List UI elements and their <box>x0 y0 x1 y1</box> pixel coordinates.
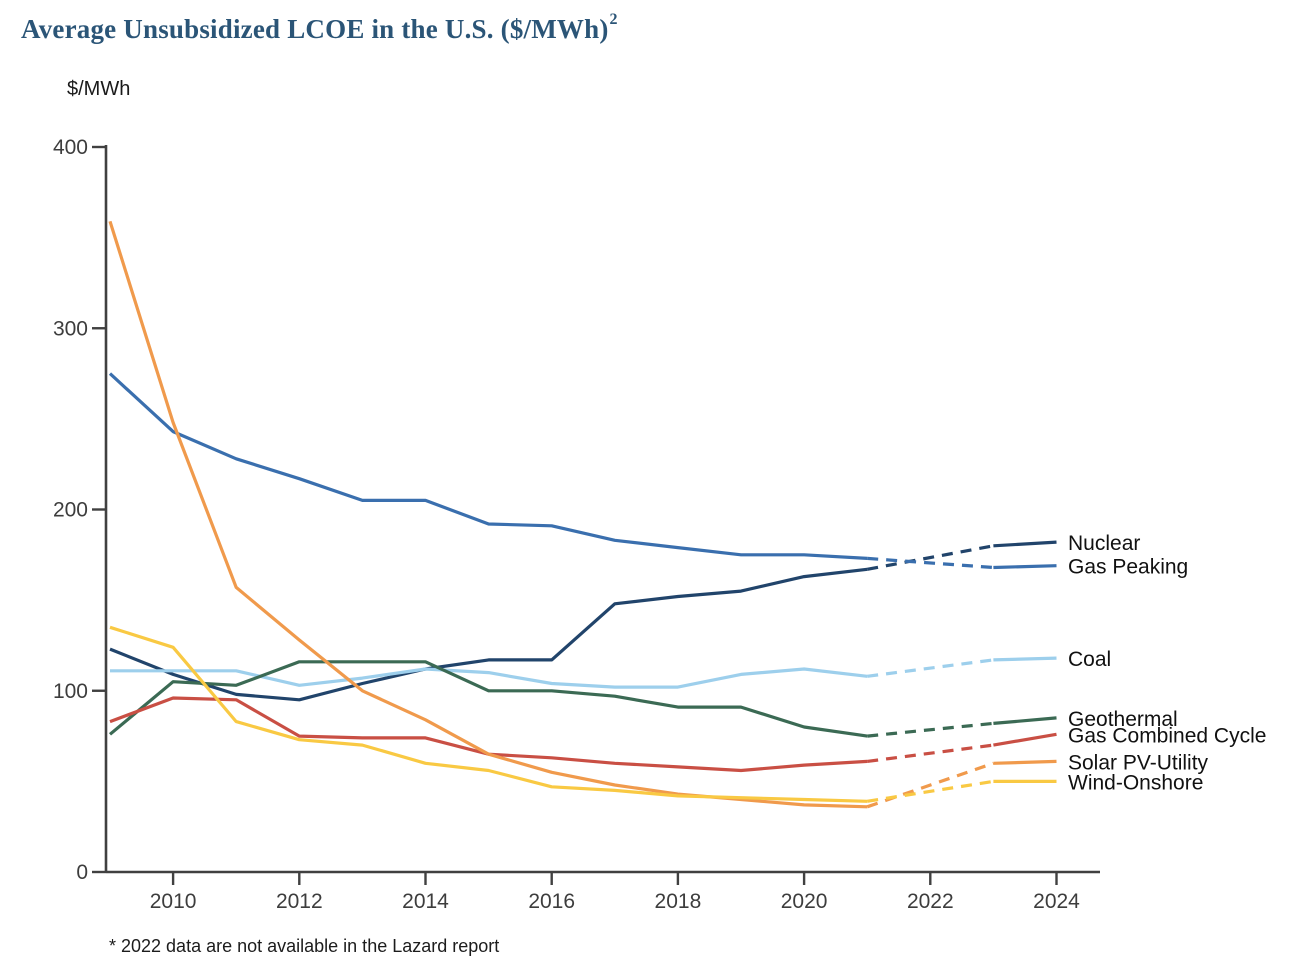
y-tick-label: 200 <box>53 499 88 522</box>
series-segment-dashed <box>866 779 994 803</box>
series-line-wind-onshore <box>109 625 1057 803</box>
series-line-gas-peaking <box>108 372 1057 570</box>
x-tick-label: 2022 <box>907 890 954 913</box>
series-segment-dashed <box>866 658 994 678</box>
legend-label-nuclear: Nuclear <box>1068 532 1140 555</box>
legend-label-wind-onshore: Wind-Onshore <box>1068 771 1203 794</box>
series-segment-solid <box>108 220 868 809</box>
page-title: Average Unsubsidized LCOE in the U.S. ($… <box>21 11 618 45</box>
series-segment-solid <box>993 540 1057 548</box>
series-segment-dashed <box>866 544 994 571</box>
y-tick-label: 300 <box>53 317 88 340</box>
series-segment-dashed <box>866 761 994 809</box>
series-segment-solid <box>109 625 868 803</box>
y-tick-label: 400 <box>53 136 88 159</box>
series-segment-dashed <box>867 556 994 570</box>
legend-label-coal: Coal <box>1068 648 1111 671</box>
x-tick-label: 2014 <box>402 890 449 913</box>
series-line-coal <box>110 656 1057 689</box>
y-tick-label: 100 <box>53 680 88 703</box>
series-line-gas-combined-cycle <box>109 696 1057 773</box>
x-tick-label: 2016 <box>528 890 575 913</box>
series-segment-solid <box>109 567 868 702</box>
x-tick-label: 2020 <box>781 890 828 913</box>
legend-label-gas-peaking: Gas Peaking <box>1068 556 1188 579</box>
page-title-text: Average Unsubsidized LCOE in the U.S. ($… <box>21 14 609 44</box>
series-segment-solid <box>993 716 1057 725</box>
legend-label-geothermal: Geothermal <box>1068 708 1178 731</box>
series-segment-solid <box>993 564 1057 570</box>
legend-label-gas-combined-cycle: Gas Combined Cycle <box>1068 724 1266 747</box>
series-line-geothermal <box>108 660 1057 738</box>
x-tick-label: 2024 <box>1033 890 1080 913</box>
series-segment-solid <box>993 732 1057 747</box>
x-tick-label: 2012 <box>276 890 323 913</box>
series-segment-solid <box>993 656 1057 662</box>
legend-label-solar-pv-utility: Solar PV-Utility <box>1068 751 1209 774</box>
series-line-nuclear <box>109 540 1057 702</box>
series-segment-solid <box>110 667 868 689</box>
lcoe-line-chart: 0 100 200 300 400 2010 2012 2014 2016 2018 2020 202… <box>53 136 1266 913</box>
y-tick-label: 0 <box>76 861 88 884</box>
series-segment-solid <box>108 660 868 738</box>
x-tick-label: 2010 <box>150 890 197 913</box>
y-axis-unit-label: $/MWh <box>67 78 131 100</box>
series-segment-solid <box>108 372 868 560</box>
series-segment-dashed <box>867 721 994 738</box>
title-superscript: 2 <box>609 11 618 28</box>
series-segment-solid <box>993 759 1057 765</box>
x-tick-label: 2018 <box>655 890 702 913</box>
series-line-solar-pv-utility <box>108 220 1057 809</box>
series-segment-dashed <box>866 743 994 763</box>
footnote: * 2022 data are not available in the Laz… <box>109 936 500 956</box>
